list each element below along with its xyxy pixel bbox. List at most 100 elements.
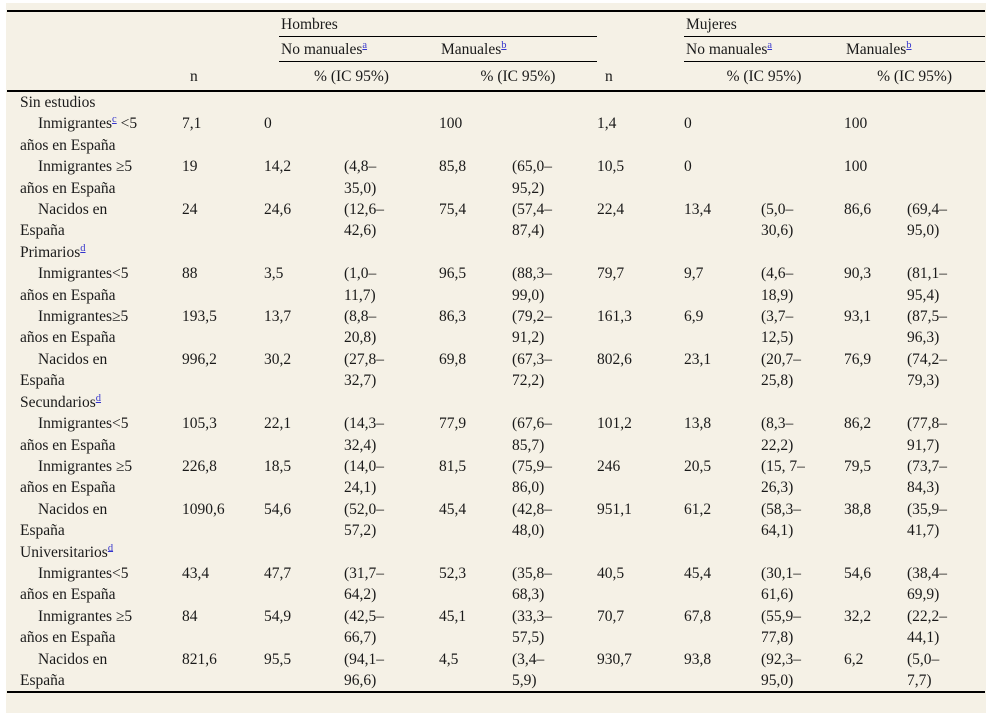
cell-pct: 85,8 bbox=[439, 158, 467, 176]
cell-n: 930,7 bbox=[597, 648, 685, 694]
footnote-link[interactable]: d bbox=[95, 392, 102, 404]
footnote-link[interactable]: d bbox=[107, 542, 114, 554]
cell-pct: 52,3 bbox=[439, 564, 467, 582]
row-label: Nacidos en España bbox=[7, 499, 182, 542]
cell-pct: 95,5 bbox=[264, 648, 344, 694]
row-label-text: Nacidos en España bbox=[20, 201, 108, 240]
cell-n: 40,5 bbox=[597, 564, 625, 582]
cell-ic: (3,7–12,5) bbox=[761, 308, 794, 347]
col-header-pct-hombres-manuales: % (IC 95%) bbox=[439, 62, 598, 92]
footnote-link[interactable]: c bbox=[112, 114, 117, 126]
cell-pct: 93,8 bbox=[684, 648, 762, 694]
cell-ic: (8,3–22,2) bbox=[761, 415, 794, 454]
cell-ic bbox=[907, 542, 985, 563]
table-row-section: Secundariosd bbox=[7, 392, 985, 413]
cell-pct bbox=[844, 392, 907, 413]
row-label: Primariosd bbox=[7, 242, 182, 263]
no-manuales-label: No manuales bbox=[281, 41, 363, 58]
row-label-text: Inmigrantes<5 años en España bbox=[20, 265, 129, 304]
cell-pct bbox=[264, 542, 344, 563]
cell-ic bbox=[344, 113, 439, 156]
cell-n: 193,5 bbox=[182, 308, 217, 326]
cell-pct: 45,4 bbox=[439, 500, 467, 518]
table-row: Inmigrantes<5 años en España 43,4 47,7 (… bbox=[7, 563, 985, 606]
row-label-suffix: <5 años en España bbox=[20, 115, 138, 154]
cell-pct bbox=[264, 242, 344, 263]
cell-n bbox=[182, 91, 264, 113]
cell-n: 161,3 bbox=[597, 308, 632, 326]
cell-ic bbox=[761, 156, 844, 199]
cell-pct: 0 bbox=[684, 115, 692, 133]
cell-pct bbox=[264, 392, 344, 413]
cell-pct: 47,7 bbox=[264, 564, 292, 582]
cell-pct: 77,9 bbox=[439, 415, 467, 433]
cell-pct: 54,9 bbox=[264, 607, 292, 625]
table-row-section: Primariosd bbox=[7, 242, 985, 263]
cell-n: 1,4 bbox=[597, 115, 617, 133]
cell-n: 70,7 bbox=[597, 607, 625, 625]
header-row-measures: n % (IC 95%) % (IC 95%) n % (IC 95%) % (… bbox=[7, 62, 986, 92]
row-label: Inmigrantesc <5 años en España bbox=[7, 113, 182, 156]
cell-pct: 54,6 bbox=[264, 500, 292, 518]
cell-pct: 86,3 bbox=[439, 308, 467, 326]
header-spacer bbox=[7, 11, 264, 37]
cell-ic: (1,0–11,7) bbox=[344, 265, 377, 304]
cell-ic: (94,1–96,6) bbox=[344, 648, 439, 694]
footnote-a-link[interactable]: a bbox=[767, 39, 773, 51]
group-header-mujeres: Mujeres bbox=[684, 11, 986, 37]
cell-ic: (42,8–48,0) bbox=[512, 500, 553, 540]
cell-pct: 45,4 bbox=[684, 564, 712, 582]
cell-n bbox=[182, 542, 264, 563]
cell-pct bbox=[844, 242, 907, 263]
cell-ic: (65,0–95,2) bbox=[512, 158, 553, 197]
col-header-pct-hombres-no-manuales: % (IC 95%) bbox=[264, 62, 439, 92]
footnote-b-link[interactable]: b bbox=[501, 39, 507, 51]
cell-n bbox=[597, 542, 684, 563]
table-row: Inmigrantes ≥5 años en España 84 54,9 (4… bbox=[7, 606, 985, 649]
cell-pct: 6,9 bbox=[684, 308, 704, 326]
footnote-b-link[interactable]: b bbox=[906, 39, 912, 51]
cell-ic: (87,5–96,3) bbox=[907, 308, 948, 347]
cell-ic: (42,5–66,7) bbox=[344, 607, 385, 647]
cell-n bbox=[597, 392, 684, 413]
header-row-occupation-groups: No manualesa Manualesb No manualesa Manu… bbox=[7, 37, 986, 62]
cell-n: 1090,6 bbox=[182, 500, 225, 518]
col-header-n-hombres: n bbox=[182, 62, 264, 92]
cell-ic: (67,6–85,7) bbox=[512, 415, 553, 454]
cell-ic bbox=[761, 242, 844, 263]
cell-ic: (22,2–44,1) bbox=[907, 607, 948, 647]
group-header-hombres: Hombres bbox=[264, 11, 598, 37]
row-label: Nacidos en España bbox=[7, 349, 182, 392]
row-label: Inmigrantes ≥5 años en España bbox=[7, 156, 182, 199]
table-row: Nacidos en España 996,2 30,2 (27,8–32,7)… bbox=[7, 349, 985, 392]
cell-pct: 79,5 bbox=[844, 457, 872, 475]
cell-ic: (27,8–32,7) bbox=[344, 350, 385, 390]
cell-ic: (38,4–69,9) bbox=[907, 564, 948, 604]
cell-pct: 32,2 bbox=[844, 607, 872, 625]
cell-ic: (92,3–95,0) bbox=[761, 648, 845, 694]
cell-pct: 45,1 bbox=[439, 607, 467, 625]
cell-pct bbox=[439, 242, 512, 263]
table-row: Inmigrantes≥5 años en España 193,5 13,7 … bbox=[7, 306, 985, 349]
cell-n: 996,2 bbox=[182, 350, 217, 368]
footnote-a-link[interactable]: a bbox=[362, 39, 368, 51]
table-body: Sin estudios Inmigrantesc <5 años en Esp… bbox=[7, 91, 986, 694]
table-sheet: Hombres Mujeres No manualesa Manualesb N… bbox=[6, 3, 986, 713]
cell-ic bbox=[344, 91, 439, 113]
row-label: Universitariosd bbox=[7, 542, 182, 563]
cell-ic bbox=[761, 113, 844, 156]
footnote-link[interactable]: d bbox=[80, 242, 86, 254]
cell-n: 19 bbox=[182, 158, 198, 176]
row-label-text: Inmigrantes≥5 años en España bbox=[20, 308, 129, 347]
row-label-text: Inmigrantes ≥5 años en España bbox=[20, 607, 133, 647]
cell-pct bbox=[684, 392, 761, 413]
table-row: Inmigrantes<5 años en España 88 3,5 (1,0… bbox=[7, 263, 985, 306]
no-manuales-label: No manuales bbox=[686, 41, 768, 58]
table-row-section: Universitariosd bbox=[7, 542, 985, 563]
table-row: Inmigrantes ≥5 años en España 19 14,2 (4… bbox=[7, 156, 985, 199]
cell-ic bbox=[512, 392, 597, 413]
cell-n: 101,2 bbox=[597, 415, 632, 433]
cell-pct: 22,1 bbox=[264, 415, 292, 433]
cell-n: 821,6 bbox=[182, 648, 264, 694]
cell-pct: 90,3 bbox=[844, 265, 872, 283]
